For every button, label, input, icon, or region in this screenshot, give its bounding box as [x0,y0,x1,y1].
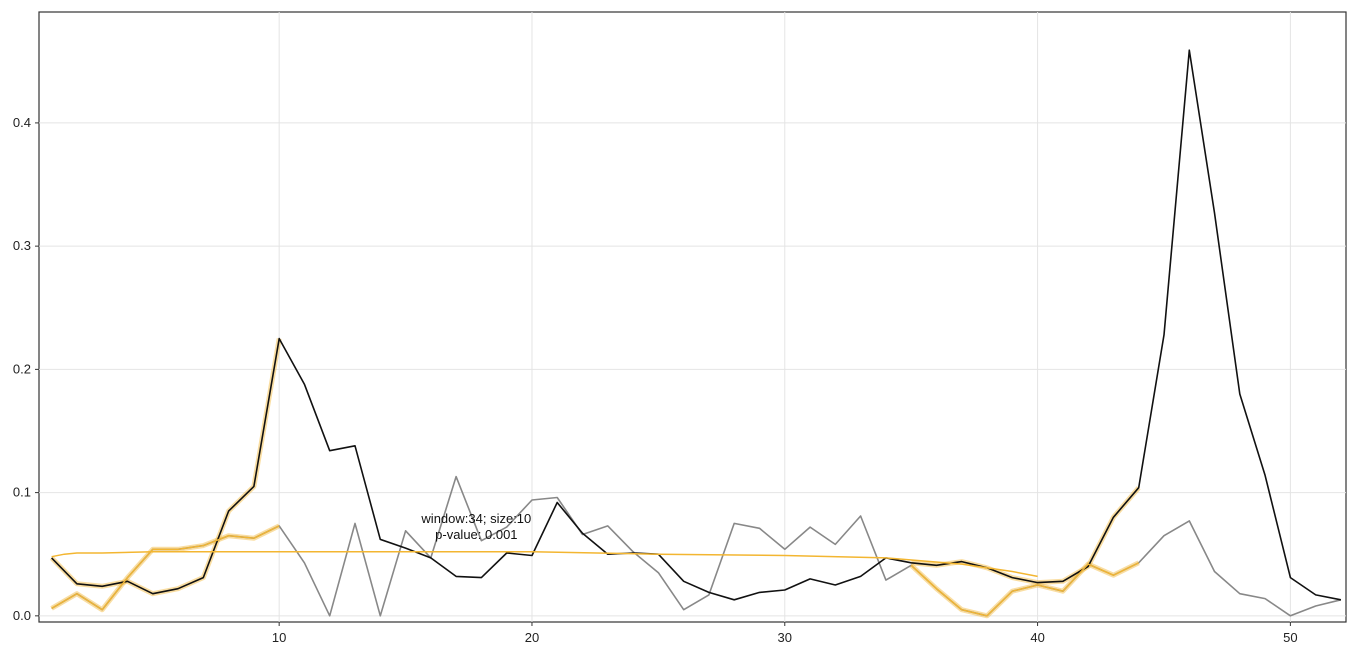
y-tick-label: 0.4 [13,115,31,130]
tick-labels: 10 20 30 40 50 0.0 0.1 0.2 0.3 0.4 [13,115,1298,645]
plot-frame [38,11,1347,623]
fit-curve [51,551,1038,578]
grid-lines [39,12,1346,622]
y-tick-label: 0.2 [13,361,31,376]
y-tick-label: 0.3 [13,238,31,253]
x-tick-label: 20 [525,630,539,645]
highlight-lower-line [51,525,280,611]
x-tick-label: 30 [778,630,792,645]
annotation-line-1: window:34; size:10 [420,511,531,526]
highlight-upper-glow [49,338,282,597]
y-tick-label: 0.0 [13,608,31,623]
annotation-line-2: p-value: 0.001 [435,527,517,542]
series-layer [49,49,1342,619]
x-tick-label: 10 [272,630,286,645]
highlight-lower-line [910,562,1140,617]
highlight-lower-glow [50,523,281,613]
y-tick-label: 0.1 [13,485,31,500]
x-tick-label: 40 [1030,630,1044,645]
series-black-line [51,49,1342,601]
x-tick-label: 50 [1283,630,1297,645]
annotation: window:34; size:10 p-value: 0.001 [420,511,531,542]
